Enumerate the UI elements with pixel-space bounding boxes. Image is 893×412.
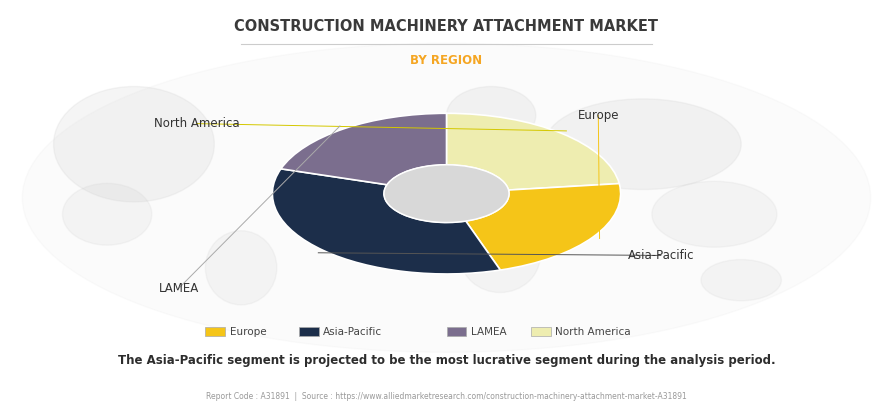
Wedge shape [272,169,500,274]
Text: Europe: Europe [578,109,619,122]
Text: LAMEA: LAMEA [471,327,506,337]
Text: The Asia-Pacific segment is projected to be the most lucrative segment during th: The Asia-Pacific segment is projected to… [118,354,775,367]
Bar [205,327,225,336]
Ellipse shape [54,87,214,202]
Bar [299,327,319,336]
Bar [531,327,551,336]
Ellipse shape [22,43,871,352]
Text: Asia-Pacific: Asia-Pacific [628,249,694,262]
Text: CONSTRUCTION MACHINERY ATTACHMENT MARKET: CONSTRUCTION MACHINERY ATTACHMENT MARKET [235,19,658,34]
Text: Report Code : A31891  |  Source : https://www.alliedmarketresearch.com/construct: Report Code : A31891 | Source : https://… [206,392,687,401]
Wedge shape [446,113,619,190]
Ellipse shape [545,99,741,190]
Ellipse shape [701,260,781,301]
Text: Asia-Pacific: Asia-Pacific [323,327,382,337]
Text: North America: North America [555,327,631,337]
Wedge shape [281,113,446,185]
Text: BY REGION: BY REGION [411,54,482,68]
Circle shape [384,165,509,222]
Wedge shape [466,184,621,270]
Text: Europe: Europe [230,327,266,337]
Ellipse shape [652,181,777,247]
Text: North America: North America [154,117,239,130]
Bar [446,327,466,336]
Ellipse shape [460,218,540,293]
Ellipse shape [63,183,152,245]
Ellipse shape [205,231,277,305]
Ellipse shape [446,87,536,144]
Text: LAMEA: LAMEA [158,282,199,295]
